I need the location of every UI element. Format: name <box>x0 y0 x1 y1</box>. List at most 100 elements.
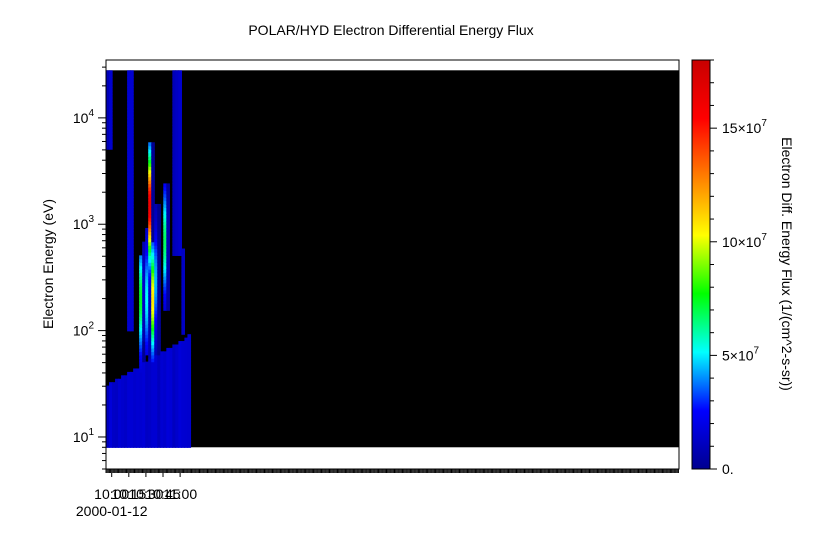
flux-cell <box>106 104 110 109</box>
y-tick-label: 102 <box>73 321 95 339</box>
flux-cell <box>172 207 176 212</box>
flux-cell <box>145 306 149 311</box>
flux-cell <box>166 183 170 188</box>
flux-cell <box>172 217 176 222</box>
flux-cell <box>148 303 152 308</box>
flux-cell <box>133 392 137 397</box>
flux-cell <box>175 179 179 185</box>
flux-cell <box>127 80 131 85</box>
flux-cell <box>157 437 161 442</box>
flux-cell <box>178 227 182 232</box>
flux-cell <box>127 97 131 102</box>
flux-cell <box>127 77 131 82</box>
flux-cell <box>127 310 131 315</box>
flux-cell <box>127 128 131 133</box>
flux-cell <box>106 409 110 414</box>
flux-cell <box>181 313 186 318</box>
flux-cell <box>151 306 155 311</box>
flux-cell <box>154 361 158 366</box>
flux-cell <box>169 416 173 421</box>
flux-cell <box>175 166 179 171</box>
flux-cell <box>178 347 182 352</box>
flux-cell <box>148 155 152 161</box>
flux-cell <box>127 371 131 376</box>
flux-cell <box>106 399 110 404</box>
flux-cell <box>130 77 134 82</box>
flux-cell <box>148 272 152 277</box>
flux-cell <box>145 313 149 318</box>
flux-cell <box>139 272 143 277</box>
flux-cell <box>142 269 146 274</box>
flux-cell <box>175 190 179 195</box>
flux-cell <box>139 289 143 294</box>
flux-cell <box>172 231 176 236</box>
flux-cell <box>130 166 134 171</box>
flux-cell <box>151 399 155 404</box>
flux-cell <box>130 159 134 164</box>
flux-cell <box>163 269 167 274</box>
flux-cell <box>109 423 113 428</box>
flux-cell <box>166 245 170 250</box>
flux-cell <box>127 234 131 239</box>
flux-cell <box>148 440 152 445</box>
flux-cell <box>172 159 176 164</box>
flux-cell <box>154 282 158 287</box>
flux-cell <box>172 344 176 349</box>
flux-cell <box>133 399 137 404</box>
flux-cell <box>115 426 119 431</box>
flux-cell <box>127 269 131 274</box>
flux-cell <box>157 207 161 212</box>
flux-cell <box>178 419 182 424</box>
flux-cell <box>172 365 176 370</box>
flux-cell <box>142 423 146 428</box>
flux-cell <box>139 361 143 366</box>
flux-cell <box>145 409 149 414</box>
flux-cell <box>142 402 146 407</box>
flux-cell <box>139 293 143 298</box>
flux-cell <box>145 419 149 424</box>
flux-cell <box>151 341 155 346</box>
flux-cell <box>130 162 134 167</box>
flux-cell <box>106 138 110 143</box>
flux-cell <box>148 224 152 229</box>
flux-cell <box>109 80 113 85</box>
flux-cell <box>157 334 161 339</box>
flux-cell <box>154 433 158 438</box>
flux-cell <box>127 423 131 428</box>
flux-cell <box>151 375 155 380</box>
flux-cell <box>157 368 161 373</box>
flux-cell <box>127 197 131 202</box>
flux-cell <box>169 440 173 445</box>
flux-cell <box>169 375 173 380</box>
flux-cell <box>112 389 116 394</box>
flux-cell <box>163 423 167 428</box>
flux-cell <box>106 440 110 445</box>
flux-cell <box>148 358 152 363</box>
flux-cell <box>139 433 143 438</box>
flux-cell <box>127 279 131 284</box>
flux-cell <box>127 406 131 411</box>
flux-cell <box>151 190 155 195</box>
flux-cell <box>157 389 161 394</box>
flux-cell <box>154 368 158 373</box>
flux-cell <box>172 361 176 366</box>
flux-cell <box>121 382 125 387</box>
flux-cell <box>130 138 134 143</box>
flux-cell <box>157 255 161 260</box>
flux-cell <box>127 138 131 143</box>
flux-cell <box>166 214 170 219</box>
flux-cell <box>181 443 186 448</box>
flux-cell <box>157 221 161 226</box>
flux-cell <box>124 419 128 424</box>
flux-cell <box>175 248 179 253</box>
flux-cell <box>106 406 110 411</box>
flux-cell <box>148 341 152 346</box>
flux-cell <box>187 337 192 342</box>
flux-cell <box>172 395 176 400</box>
flux-cell <box>181 354 186 359</box>
flux-cell <box>127 84 131 89</box>
flux-cell <box>151 207 155 212</box>
flux-cell <box>166 368 170 373</box>
flux-cell <box>124 375 128 380</box>
flux-cell <box>175 344 179 349</box>
